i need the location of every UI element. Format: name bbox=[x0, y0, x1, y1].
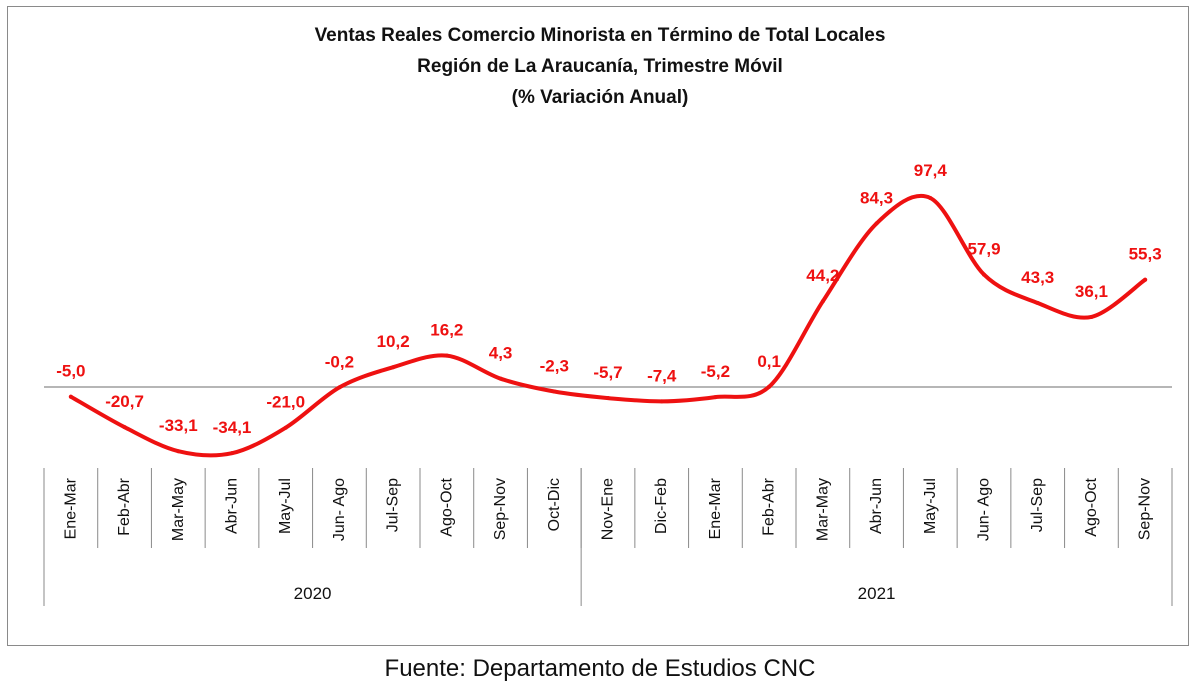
data-point bbox=[874, 221, 879, 226]
data-label: 44,2 bbox=[806, 266, 839, 285]
chart-subtitle: Región de La Araucanía, Trimestre Móvil bbox=[417, 56, 783, 77]
x-tick-label: Ago-Oct bbox=[1083, 477, 1100, 536]
data-label: 57,9 bbox=[967, 240, 1000, 259]
data-point bbox=[176, 449, 181, 454]
data-label: -34,1 bbox=[213, 418, 252, 437]
data-point bbox=[1035, 300, 1040, 305]
data-label: -21,0 bbox=[266, 393, 305, 412]
data-point bbox=[928, 196, 933, 200]
x-tick-label: May-Jul bbox=[277, 478, 294, 534]
data-label: 97,4 bbox=[914, 161, 948, 180]
x-tick-label: Mar-May bbox=[170, 478, 187, 541]
data-label: -5,2 bbox=[701, 362, 730, 381]
data-label: 55,3 bbox=[1129, 245, 1162, 264]
data-point bbox=[659, 399, 664, 404]
data-point bbox=[498, 376, 503, 381]
year-group-label: 2020 bbox=[294, 584, 332, 603]
data-label: 0,1 bbox=[757, 352, 781, 371]
data-point bbox=[606, 396, 610, 401]
year-group-label: 2021 bbox=[858, 584, 896, 603]
data-label: 16,2 bbox=[430, 321, 463, 340]
x-tick-label: Jul-Sep bbox=[1029, 478, 1046, 532]
source-note: Fuente: Departamento de Estudios CNC bbox=[384, 655, 816, 682]
x-tick-label: Abr-Jun bbox=[224, 478, 241, 534]
x-tick-label: Jul-Sep bbox=[385, 478, 402, 532]
x-tick-label: Jun- Ago bbox=[976, 478, 993, 541]
data-label: 10,2 bbox=[377, 332, 410, 351]
x-tick-label: Dic-Feb bbox=[653, 478, 670, 534]
x-tick-label: Mar-May bbox=[814, 478, 831, 541]
data-point bbox=[337, 385, 342, 390]
data-point bbox=[982, 272, 986, 277]
x-tick-label: Jun- Ago bbox=[331, 478, 348, 541]
data-label: -33,1 bbox=[159, 416, 198, 435]
x-tick-label: Ene-Mar bbox=[62, 477, 79, 539]
data-label: -5,7 bbox=[593, 363, 622, 382]
data-point bbox=[122, 425, 127, 430]
x-tick-label: May-Jul bbox=[922, 478, 939, 534]
x-tick-label: Sep-Nov bbox=[492, 478, 509, 540]
x-tick-label: Nov-Ene bbox=[600, 478, 617, 540]
data-point bbox=[283, 425, 288, 430]
chart-frame bbox=[7, 6, 1189, 646]
data-label: 84,3 bbox=[860, 188, 893, 207]
x-tick-label: Ago-Oct bbox=[438, 477, 455, 536]
data-label: -2,3 bbox=[540, 356, 569, 375]
data-point bbox=[552, 389, 557, 394]
data-point bbox=[1089, 314, 1094, 319]
data-label: 43,3 bbox=[1021, 268, 1054, 287]
data-label: 4,3 bbox=[489, 344, 513, 363]
data-point bbox=[444, 353, 449, 358]
series-line bbox=[68, 193, 1148, 458]
data-point bbox=[767, 384, 772, 389]
data-label: -5,0 bbox=[56, 362, 85, 381]
data-label: -0,2 bbox=[325, 352, 354, 371]
x-tick-label: Ene-Mar bbox=[707, 477, 724, 539]
data-point bbox=[1143, 277, 1148, 282]
x-tick-label: Sep-Nov bbox=[1137, 478, 1154, 540]
chart-title: Ventas Reales Comercio Minorista en Térm… bbox=[314, 25, 886, 46]
x-tick-label: Feb-Abr bbox=[761, 477, 778, 535]
data-label: 36,1 bbox=[1075, 282, 1108, 301]
data-point bbox=[820, 299, 825, 304]
x-tick-label: Oct-Dic bbox=[546, 478, 563, 531]
data-point bbox=[391, 365, 396, 370]
x-tick-label: Abr-Jun bbox=[868, 478, 885, 534]
x-tick-label: Feb-Abr bbox=[116, 477, 133, 535]
chart-subtitle-units: (% Variación Anual) bbox=[511, 87, 689, 108]
chart-title-block: Ventas Reales Comercio Minorista en Térm… bbox=[0, 20, 1200, 113]
data-label: -7,4 bbox=[647, 366, 677, 385]
data-point bbox=[713, 395, 718, 400]
data-label: -20,7 bbox=[105, 392, 144, 411]
data-point bbox=[230, 451, 234, 456]
data-point bbox=[68, 394, 73, 399]
